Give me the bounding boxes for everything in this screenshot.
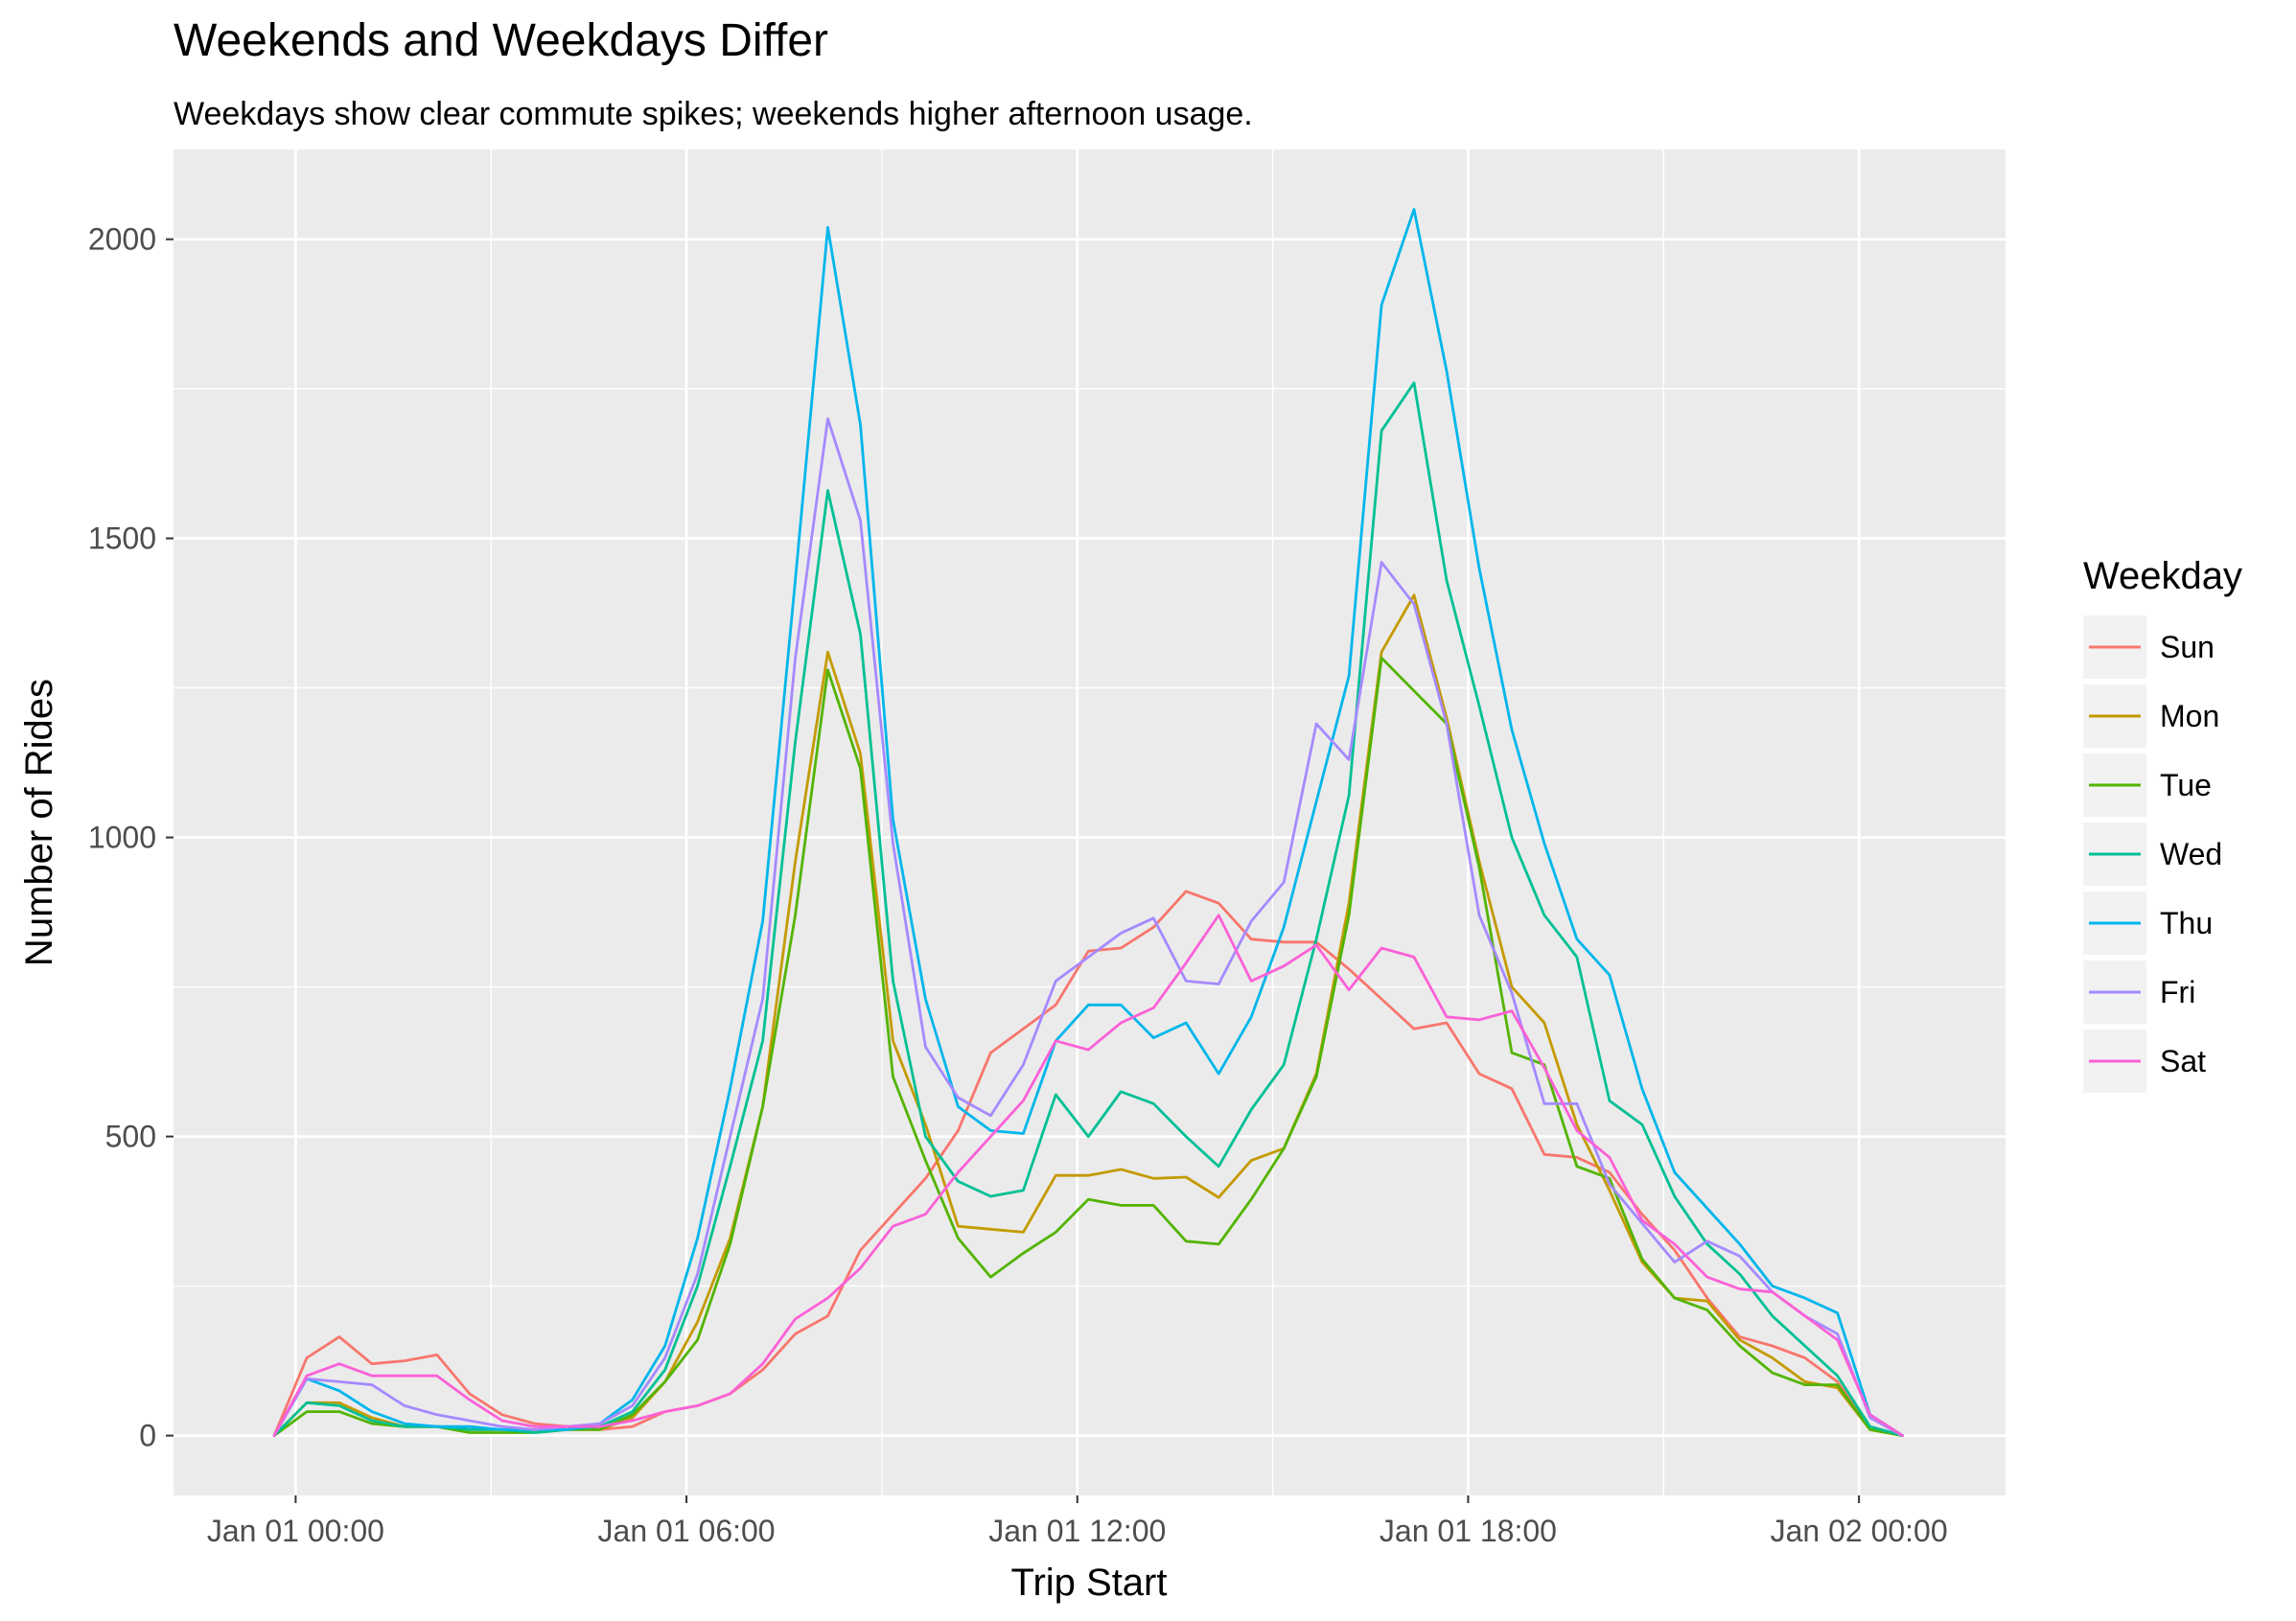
legend-title: Weekday xyxy=(2083,555,2242,597)
legend-label: Mon xyxy=(2160,699,2219,733)
legend-item-sat: Sat xyxy=(2083,1030,2206,1093)
legend-label: Thu xyxy=(2160,906,2213,940)
legend-label: Sat xyxy=(2160,1044,2206,1078)
x-tick-label: Jan 01 18:00 xyxy=(1380,1514,1557,1548)
series-line-wed xyxy=(272,381,1904,1437)
legend-item-sun: Sun xyxy=(2083,615,2215,679)
y-tick-label: 0 xyxy=(139,1419,156,1453)
plot-panel xyxy=(174,150,2006,1495)
legend-item-mon: Mon xyxy=(2083,684,2219,748)
x-tick-label: Jan 01 06:00 xyxy=(598,1514,776,1548)
legend: Weekday Sun Mon Tue Wed Thu Fri Sat xyxy=(2083,555,2242,1093)
y-axis: 0 500 1000 1500 2000 xyxy=(88,222,174,1453)
x-tick-label: Jan 01 12:00 xyxy=(988,1514,1166,1548)
legend-label: Wed xyxy=(2160,837,2222,871)
y-tick-label: 1000 xyxy=(88,821,156,855)
chart-subtitle: Weekdays show clear commute spikes; week… xyxy=(174,96,1253,132)
y-tick-label: 500 xyxy=(105,1120,156,1154)
chart-title: Weekends and Weekdays Differ xyxy=(174,15,828,66)
x-tick-label: Jan 01 00:00 xyxy=(207,1514,384,1548)
legend-item-thu: Thu xyxy=(2083,892,2213,955)
legend-item-wed: Wed xyxy=(2083,822,2222,886)
series-lines xyxy=(272,207,1904,1437)
legend-label: Sun xyxy=(2160,630,2215,664)
legend-item-tue: Tue xyxy=(2083,753,2212,817)
y-tick-label: 2000 xyxy=(88,222,156,257)
series-line-sat xyxy=(272,914,1904,1437)
series-line-fri xyxy=(272,417,1904,1437)
x-axis-title: Trip Start xyxy=(1011,1562,1168,1604)
y-tick-label: 1500 xyxy=(88,521,156,556)
x-axis: Jan 01 00:00 Jan 01 06:00 Jan 01 12:00 Jan … xyxy=(207,1495,1948,1548)
legend-item-fri: Fri xyxy=(2083,961,2195,1024)
legend-label: Tue xyxy=(2160,768,2212,802)
y-axis-title: Number of Rides xyxy=(18,679,60,966)
x-tick-label: Jan 02 00:00 xyxy=(1771,1514,1948,1548)
legend-label: Fri xyxy=(2160,975,2195,1009)
